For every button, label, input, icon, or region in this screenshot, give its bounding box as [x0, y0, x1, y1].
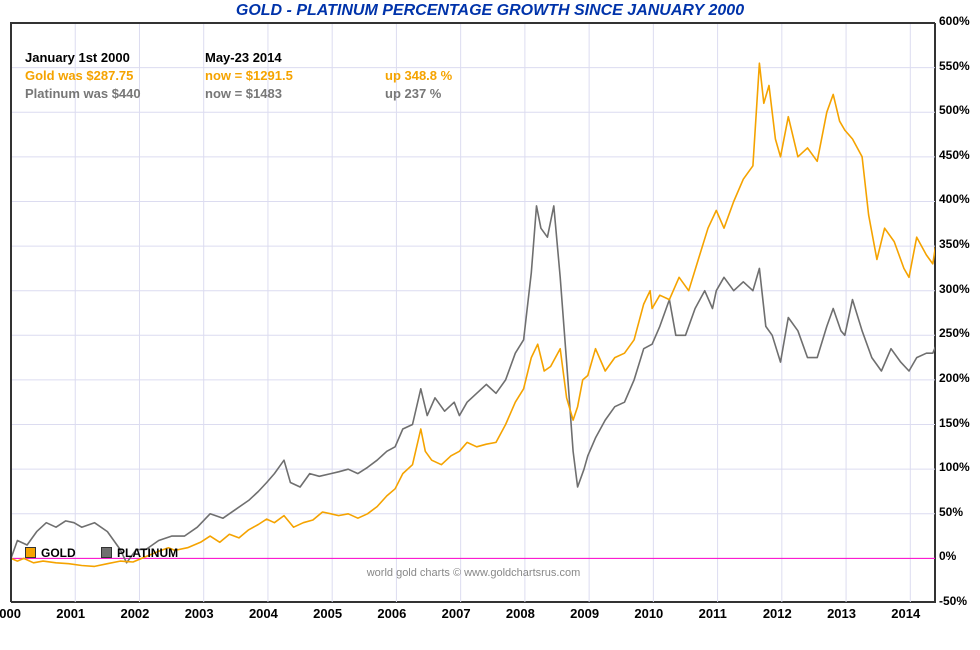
info-plat-start: Platinum was $440 — [25, 85, 205, 103]
legend-item-gold: GOLD — [25, 546, 76, 560]
legend-swatch-plat — [101, 547, 112, 558]
info-date-start: January 1st 2000 — [25, 49, 205, 67]
y-tick-label: 0% — [939, 549, 956, 563]
x-tick-label: 2004 — [249, 606, 278, 621]
x-tick-label: 2002 — [120, 606, 149, 621]
plot-svg — [11, 23, 936, 603]
legend-item-plat: PLATINUM — [101, 546, 178, 560]
y-tick-label: 250% — [939, 326, 970, 340]
x-tick-label: 2014 — [891, 606, 920, 621]
chart-title: GOLD - PLATINUM PERCENTAGE GROWTH SINCE … — [0, 2, 980, 20]
y-tick-label: 300% — [939, 282, 970, 296]
x-tick-label: 2005 — [313, 606, 342, 621]
y-tick-label: 100% — [939, 460, 970, 474]
y-tick-label: 450% — [939, 148, 970, 162]
y-tick-label: 150% — [939, 416, 970, 430]
x-tick-label: 2008 — [506, 606, 535, 621]
info-gold-start: Gold was $287.75 — [25, 67, 205, 85]
plot-area: January 1st 2000 May-23 2014 Gold was $2… — [10, 22, 935, 602]
y-tick-label: 400% — [939, 192, 970, 206]
info-date-now: May-23 2014 — [205, 49, 385, 67]
legend-swatch-gold — [25, 547, 36, 558]
chart-container: GOLD - PLATINUM PERCENTAGE GROWTH SINCE … — [0, 0, 980, 650]
x-tick-label: 2010 — [634, 606, 663, 621]
x-tick-label: 2003 — [185, 606, 214, 621]
x-tick-label: 2007 — [442, 606, 471, 621]
info-gold-pct: up 348.8 % — [385, 67, 565, 85]
info-gold-now: now = $1291.5 — [205, 67, 385, 85]
y-tick-label: 500% — [939, 103, 970, 117]
x-tick-label: 2011 — [699, 606, 727, 621]
legend-label-plat: PLATINUM — [117, 546, 178, 560]
x-tick-label: 2000 — [0, 606, 21, 621]
y-tick-label: 50% — [939, 505, 963, 519]
info-box: January 1st 2000 May-23 2014 Gold was $2… — [25, 49, 565, 104]
x-tick-label: 2009 — [570, 606, 599, 621]
credit-text: world gold charts © www.goldchartsrus.co… — [11, 567, 936, 579]
legend-label-gold: GOLD — [41, 546, 76, 560]
info-plat-pct: up 237 % — [385, 85, 565, 103]
y-tick-label: 350% — [939, 237, 970, 251]
y-tick-label: 550% — [939, 59, 970, 73]
x-tick-label: 2001 — [56, 606, 85, 621]
y-tick-label: -50% — [939, 594, 967, 608]
y-tick-label: 200% — [939, 371, 970, 385]
x-tick-label: 2012 — [763, 606, 792, 621]
y-tick-label: 600% — [939, 14, 970, 28]
info-plat-now: now = $1483 — [205, 85, 385, 103]
x-tick-label: 2013 — [827, 606, 856, 621]
x-tick-label: 2006 — [377, 606, 406, 621]
legend: GOLD PLATINUM — [25, 546, 200, 562]
